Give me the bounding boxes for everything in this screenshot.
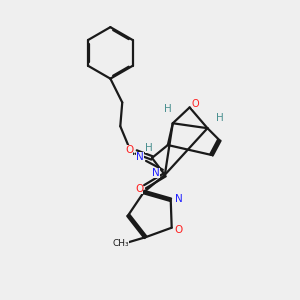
- Text: N: N: [136, 152, 144, 162]
- Text: H: H: [164, 104, 172, 114]
- Text: O: O: [125, 145, 133, 155]
- Text: N: N: [152, 168, 160, 178]
- Text: H: H: [217, 113, 224, 123]
- Text: O: O: [135, 184, 143, 194]
- Text: O: O: [175, 225, 183, 235]
- Text: N: N: [175, 194, 182, 204]
- Text: H: H: [145, 143, 153, 153]
- Text: CH₃: CH₃: [112, 239, 129, 248]
- Text: O: O: [192, 99, 200, 110]
